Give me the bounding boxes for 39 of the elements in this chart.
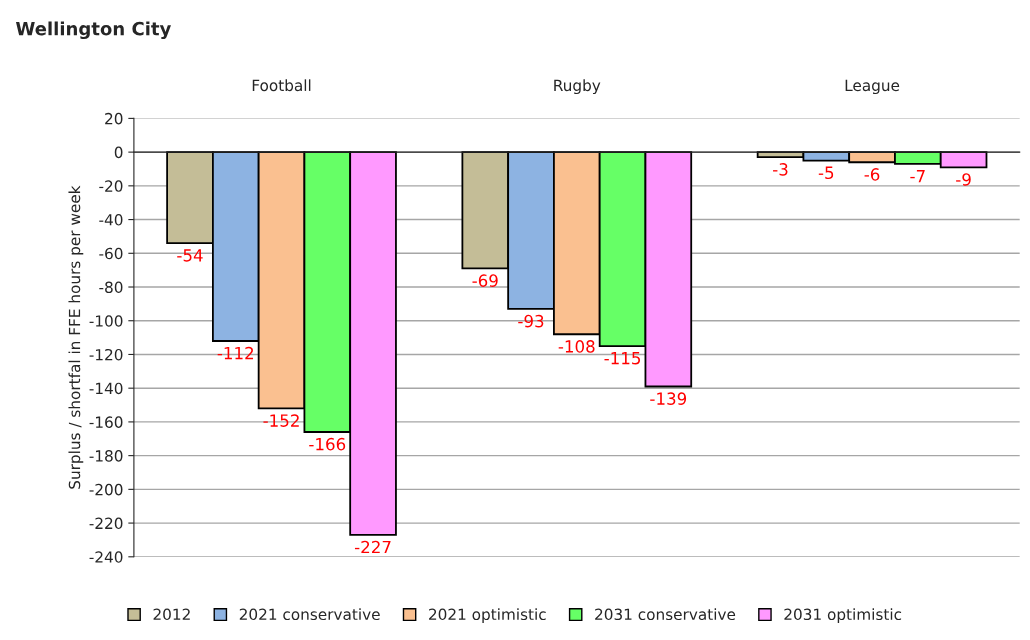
y-tick-label: -100 xyxy=(89,315,123,327)
data-label: -5 xyxy=(818,166,834,180)
chart-title: Wellington City xyxy=(15,21,171,40)
y-tick-label: -180 xyxy=(89,450,123,462)
data-label: -3 xyxy=(773,163,788,176)
data-label: -6 xyxy=(864,168,880,181)
data-label: -54 xyxy=(177,249,203,262)
legend-label: 2031 optimistic xyxy=(784,608,902,624)
x-tick-label: League xyxy=(845,79,900,95)
data-label: -108 xyxy=(558,340,595,353)
data-label: -166 xyxy=(309,437,346,451)
legend-label: 2031 conservative xyxy=(595,608,736,621)
data-label: -93 xyxy=(518,314,544,328)
y-tick-label: -40 xyxy=(99,214,123,226)
data-label: -7 xyxy=(910,169,925,183)
legend-label: 2021 conservative xyxy=(239,608,380,621)
data-label: -115 xyxy=(604,352,641,365)
data-label: -227 xyxy=(354,540,391,554)
y-tick-label: 20 xyxy=(105,112,123,125)
x-tick-label: Football xyxy=(252,79,311,92)
y-tick-label: -60 xyxy=(99,247,123,260)
y-tick-label: -160 xyxy=(89,416,123,428)
data-label: -69 xyxy=(472,274,498,287)
y-tick-label: -200 xyxy=(89,483,123,496)
y-axis-title: Surplus / shortfal in FFE hours per week xyxy=(68,185,84,489)
y-tick-label: -80 xyxy=(99,281,123,294)
legend-label: 2021 optimistic xyxy=(429,608,546,624)
legend-label: 2012 xyxy=(153,608,190,621)
y-tick-label: -120 xyxy=(89,348,123,361)
y-tick-label: -140 xyxy=(89,382,123,395)
y-tick-label: 0 xyxy=(114,146,123,159)
data-label: -112 xyxy=(217,346,254,360)
data-label: -9 xyxy=(956,173,971,186)
y-tick-label: -220 xyxy=(89,517,123,530)
data-label: -139 xyxy=(650,392,687,405)
x-tick-label: Rugby xyxy=(554,79,601,95)
y-tick-label: -20 xyxy=(99,180,123,192)
y-tick-label: -240 xyxy=(89,551,123,563)
data-label: -152 xyxy=(263,414,299,427)
